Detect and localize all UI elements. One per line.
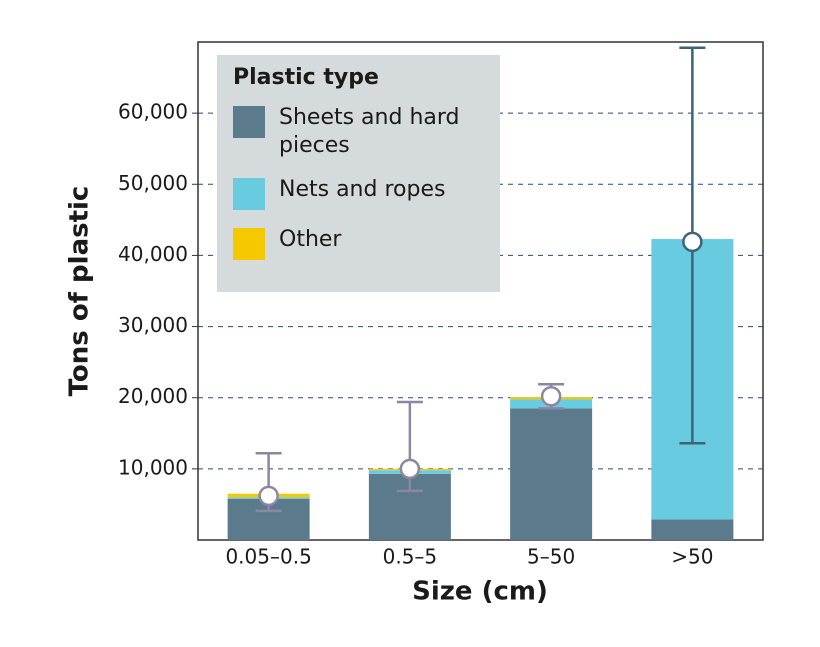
x-tick-label: 0.05–0.5 — [225, 545, 311, 569]
x-tick-label: 0.5–5 — [383, 545, 438, 569]
x-tick-label: >50 — [671, 545, 713, 569]
estimate-point — [258, 485, 279, 507]
legend-label: Nets and ropes — [279, 177, 446, 202]
y-tick-label: 30,000 — [118, 313, 188, 337]
legend-swatch — [233, 106, 265, 138]
bar-segment — [651, 519, 734, 540]
legend-label: Other — [279, 227, 342, 252]
y-tick-label: 50,000 — [118, 171, 188, 195]
legend-item: Nets and ropes — [233, 176, 484, 210]
bar-segment — [510, 408, 593, 540]
legend-item: Other — [233, 226, 484, 260]
y-tick-label: 20,000 — [118, 384, 188, 408]
legend-swatch — [233, 228, 265, 260]
x-tick-label: 5–50 — [527, 545, 575, 569]
x-axis-title: Size (cm) — [412, 577, 548, 607]
legend-label: Sheets and hard pieces — [279, 105, 460, 158]
y-tick-label: 40,000 — [118, 242, 188, 266]
y-tick-label: 60,000 — [118, 100, 188, 124]
estimate-point — [682, 231, 703, 253]
y-axis-title: Tons of plastic — [65, 186, 95, 397]
estimate-point — [540, 386, 562, 407]
y-tick-label: 10,000 — [118, 455, 188, 479]
legend-item: Sheets and hard pieces — [233, 104, 484, 160]
plot-frame — [197, 41, 764, 541]
legend: Plastic type Sheets and hard pieces Nets … — [217, 55, 500, 292]
legend-title: Plastic type — [233, 65, 379, 90]
legend-swatch — [233, 178, 265, 210]
estimate-point — [399, 458, 421, 480]
